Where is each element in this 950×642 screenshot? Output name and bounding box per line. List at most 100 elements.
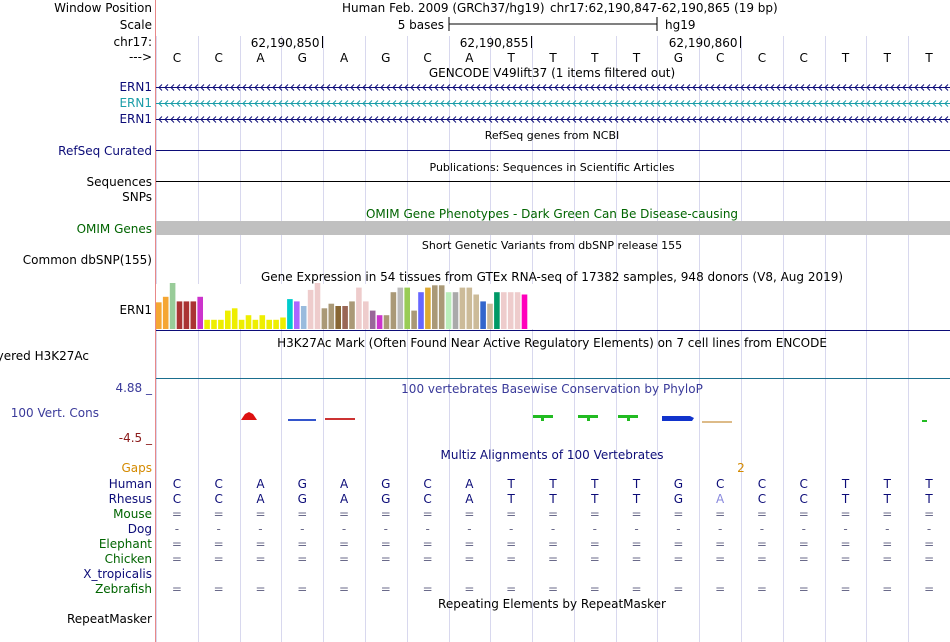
gtex-tissue-bar[interactable] [321,308,328,329]
gtex-tissue-bar[interactable] [507,292,514,329]
gtex-tissue-bar[interactable] [225,310,231,329]
gtex-tissue-bar[interactable] [176,301,183,329]
gtex-tissue-bar[interactable] [238,319,245,329]
gtex-tissue-bar[interactable] [411,310,417,329]
publications-title[interactable]: Publications: Sequences in Scientific Ar… [430,161,675,174]
species-label[interactable]: Dog [128,522,152,536]
gtex-tissue-bar[interactable] [473,294,479,330]
gtex-tissue-bar[interactable] [314,283,321,329]
gencode-gene-label[interactable]: ERN1 [119,112,152,126]
dbsnp-label[interactable]: Common dbSNP(155) [23,253,152,267]
gtex-tissue-bar[interactable] [197,296,203,329]
alignment-base: = [799,582,809,596]
species-label[interactable]: X_tropicalis [83,567,152,581]
gtex-tissue-bar[interactable] [369,310,376,329]
gaps-label[interactable]: Gaps [121,461,152,475]
gtex-tissue-bar[interactable] [356,287,362,329]
repeatmasker-label[interactable]: RepeatMasker [67,612,152,626]
gtex-tissue-bar[interactable] [294,301,300,329]
dbsnp-title[interactable]: Short Genetic Variants from dbSNP releas… [422,239,682,252]
alignment-base: T [507,477,516,491]
gtex-tissue-bar[interactable] [273,319,279,329]
gtex-tissue-bar[interactable] [363,301,369,329]
omim-title[interactable]: OMIM Gene Phenotypes - Dark Green Can Be… [366,207,738,221]
gtex-tissue-bar[interactable] [156,302,162,329]
snps-label[interactable]: SNPs [122,190,152,204]
gtex-tissue-bar[interactable] [425,287,431,329]
conservation-min: -4.5 _ [119,431,153,445]
base-letter: G [381,51,390,65]
gtex-tissue-bar[interactable] [190,301,197,329]
gtex-tissue-bar[interactable] [183,301,190,329]
gtex-tissue-bar[interactable] [300,306,307,329]
gtex-tissue-bar[interactable] [390,292,397,329]
gencode-track[interactable]: ERN1 ERN1 ERN1 [119,80,950,126]
gtex-tissue-bar[interactable] [376,315,383,329]
omim-label[interactable]: OMIM Genes [77,222,152,236]
gtex-tissue-bar[interactable] [487,303,493,329]
gtex-tissue-bar[interactable] [231,308,238,329]
gtex-tissue-bar[interactable] [459,287,466,329]
gtex-tissue-bar[interactable] [245,315,252,329]
gtex-tissue-bar[interactable] [418,292,424,329]
gtex-tissue-bar[interactable] [521,294,528,330]
gtex-label[interactable]: ERN1 [119,303,152,317]
gtex-tissue-bar[interactable] [280,317,286,330]
gtex-tissue-bar[interactable] [480,301,486,329]
gtex-tissue-bar[interactable] [266,319,272,329]
species-label[interactable]: Elephant [99,537,152,551]
gtex-bars[interactable] [156,283,528,330]
species-label[interactable]: Rhesus [109,492,152,506]
alignment-base: = [423,582,433,596]
repeatmasker-title[interactable]: Repeating Elements by RepeatMasker [438,597,666,611]
alignment-base: T [883,477,892,491]
gtex-tissue-bar[interactable] [445,292,452,329]
sequences-label[interactable]: Sequences [87,175,152,189]
gencode-title[interactable]: GENCODE V49lift37 (1 items filtered out) [429,66,675,80]
gtex-tissue-bar[interactable] [307,289,314,329]
gtex-tissue-bar[interactable] [169,283,176,329]
conservation-title[interactable]: 100 vertebrates Basewise Conservation by… [401,382,703,396]
gtex-tissue-bar[interactable] [383,315,390,329]
gtex-tissue-bar[interactable] [494,292,500,329]
gtex-tissue-bar[interactable] [342,306,348,329]
gtex-tissue-bar[interactable] [466,287,473,329]
gtex-tissue-bar[interactable] [452,292,459,329]
gtex-tissue-bar[interactable] [335,306,341,329]
conservation-label[interactable]: 100 Vert. Cons [11,406,99,420]
gtex-tissue-bar[interactable] [162,296,169,329]
refseq-title[interactable]: RefSeq genes from NCBI [485,129,620,142]
multiz-title[interactable]: Multiz Alignments of 100 Vertebrates [440,448,663,462]
gtex-tissue-bar[interactable] [328,303,335,329]
omim-bar[interactable] [156,221,950,235]
gtex-tissue-bar[interactable] [218,319,224,329]
species-label[interactable]: Mouse [113,507,152,521]
gtex-tissue-bar[interactable] [501,292,507,329]
species-label[interactable]: Human [109,477,152,491]
gtex-title[interactable]: Gene Expression in 54 tissues from GTEx … [261,270,843,284]
gtex-tissue-bar[interactable] [397,287,404,329]
gtex-tissue-bar[interactable] [432,285,438,329]
gtex-tissue-bar[interactable] [438,285,445,329]
h3k27ac-title[interactable]: H3K27Ac Mark (Often Found Near Active Re… [277,336,827,350]
species-label[interactable]: Chicken [105,552,152,566]
base-letter: C [173,51,181,65]
species-label[interactable]: Zebrafish [95,582,152,596]
gtex-tissue-bar[interactable] [204,319,210,329]
refseq-label[interactable]: RefSeq Curated [58,144,152,158]
gtex-tissue-bar[interactable] [514,292,521,329]
gtex-tissue-bar[interactable] [404,287,410,329]
gtex-tissue-bar[interactable] [259,315,266,329]
alignment-base: C [423,492,431,506]
gtex-tissue-bar[interactable] [287,299,293,329]
gencode-gene-label[interactable]: ERN1 [119,96,152,110]
gencode-gene-label[interactable]: ERN1 [119,80,152,94]
gtex-tissue-bar[interactable] [211,319,217,329]
alignment-base: A [716,492,725,506]
h3k27ac-label[interactable]: Layered H3K27Ac [0,349,89,363]
conservation-logo[interactable] [241,412,927,423]
gtex-tissue-bar[interactable] [252,319,259,329]
gtex-tissue-bar[interactable] [349,301,355,329]
